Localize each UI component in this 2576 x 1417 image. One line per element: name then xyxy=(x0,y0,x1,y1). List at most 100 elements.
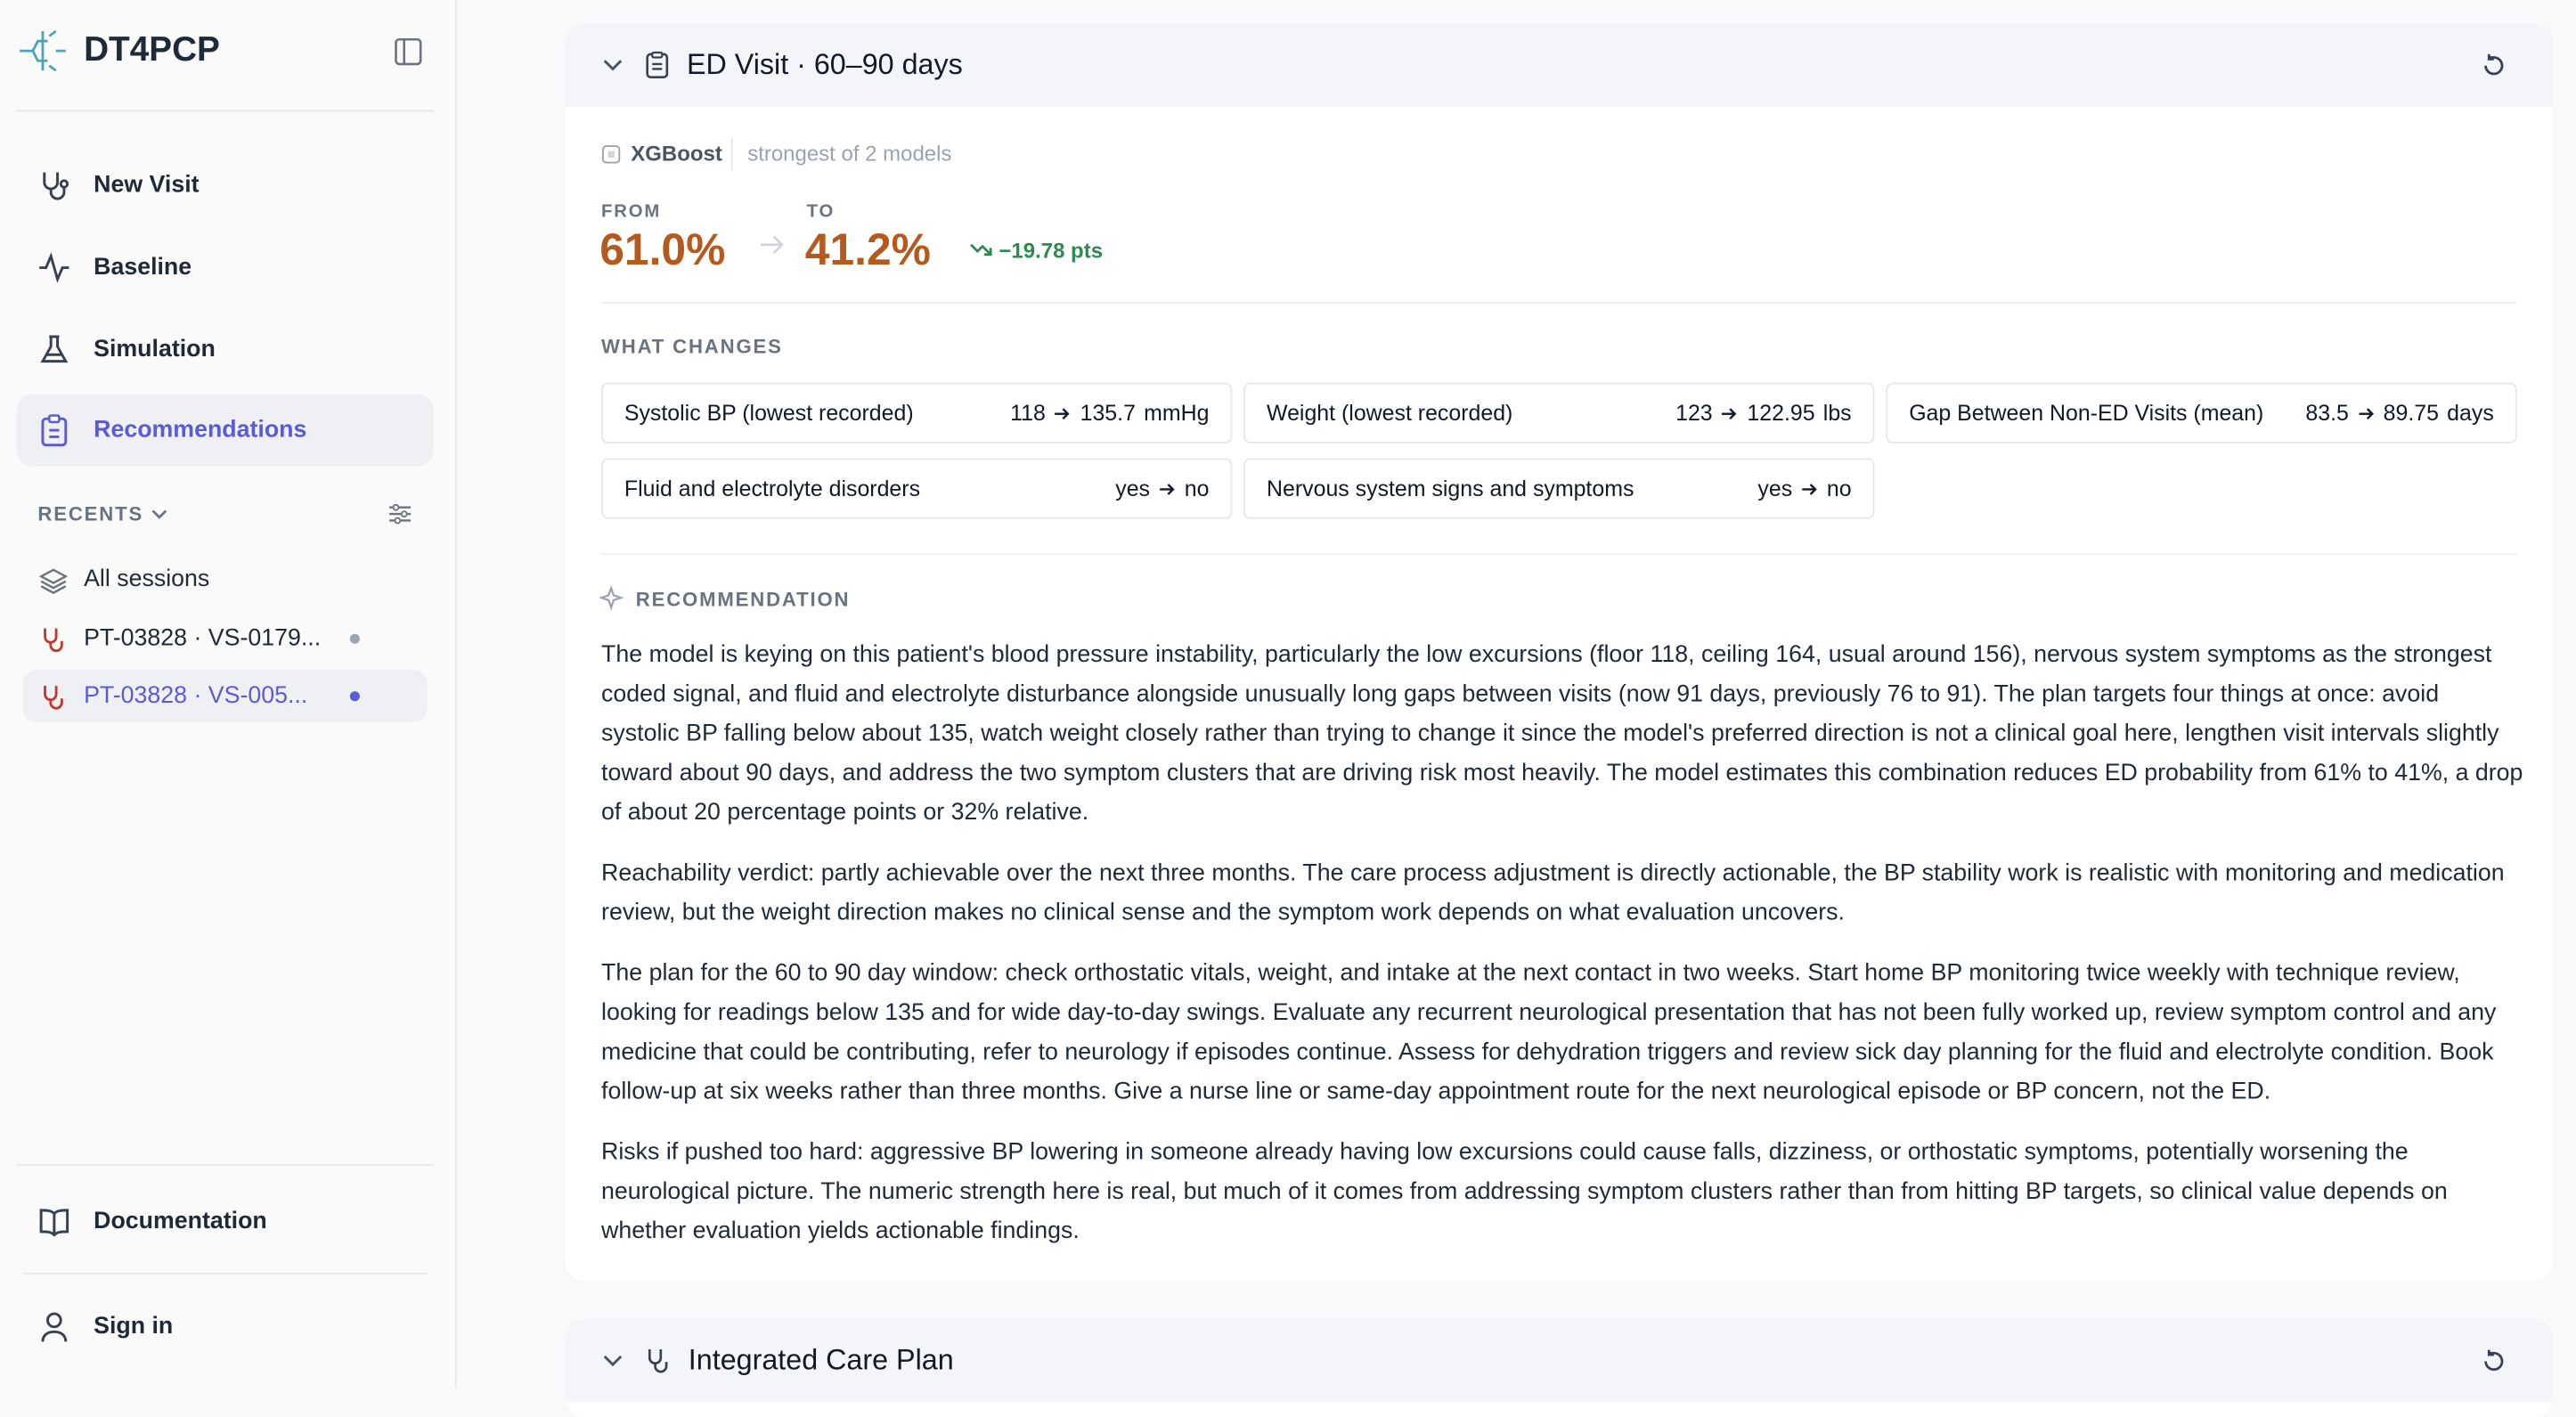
nav-item[interactable]: Baseline xyxy=(16,232,433,304)
divider xyxy=(16,110,434,112)
from-value: 61.0% xyxy=(599,224,726,274)
refresh-button[interactable] xyxy=(2481,52,2507,78)
to-value: 41.2% xyxy=(804,224,931,274)
session-item[interactable]: PT-03828 · VS-0179... xyxy=(23,613,428,665)
change-values: yes no xyxy=(1757,476,1851,501)
session-label: PT-03828 · VS-005... xyxy=(84,683,308,710)
change-to: 135.7 xyxy=(1080,400,1136,426)
model-note: strongest of 2 models xyxy=(747,141,952,167)
session-item[interactable]: All sessions xyxy=(23,553,428,606)
icon xyxy=(41,414,68,447)
footer-item[interactable]: Sign in xyxy=(16,1291,433,1363)
change-values: yes no xyxy=(1115,476,1209,501)
icon xyxy=(41,1312,68,1342)
change-from: 118 xyxy=(1010,400,1046,426)
card-title: Integrated Care Plan xyxy=(688,1343,954,1377)
change-to: no xyxy=(1826,476,1852,501)
footer-item[interactable]: Documentation xyxy=(16,1185,433,1258)
divider xyxy=(601,302,2517,305)
refresh-button[interactable] xyxy=(2481,1348,2507,1374)
change-values: 118 135.7 mmHg xyxy=(1010,401,1209,426)
divider xyxy=(16,1164,434,1167)
change-chip: Nervous system signs and symptoms yes no xyxy=(1243,458,1875,519)
paragraph: Risks if pushed too hard: aggressive BP … xyxy=(601,1139,2448,1245)
paragraph: Reachability verdict: partly achievable … xyxy=(601,860,2505,926)
arrow xyxy=(1160,483,1175,494)
arrow xyxy=(1722,407,1738,419)
icon xyxy=(39,252,69,283)
status-dot xyxy=(349,633,360,644)
arrow xyxy=(2358,407,2374,419)
footer-label: Sign in xyxy=(94,1314,174,1340)
sparkle-icon xyxy=(599,586,624,611)
chevron xyxy=(151,509,167,519)
recents-label[interactable]: RECENTS xyxy=(37,502,167,525)
from-label: FROM xyxy=(601,201,662,222)
recents-text: RECENTS xyxy=(37,502,144,526)
change-to: 122.95 xyxy=(1747,400,1815,426)
change-name: Gap Between Non-ED Visits (mean) xyxy=(1909,400,2264,426)
change-values: 83.5 89.75 days xyxy=(2305,401,2493,426)
icon xyxy=(646,51,669,78)
collapse-icon[interactable] xyxy=(601,57,624,73)
paragraph: The plan for the 60 to 90 day window: ch… xyxy=(601,960,2497,1105)
change-chip: Systolic BP (lowest recorded) 118 135.7 mmH… xyxy=(601,382,1233,444)
session-item[interactable]: PT-03828 · VS-005... xyxy=(22,670,428,723)
icon xyxy=(44,627,63,652)
change-unit: lbs xyxy=(1822,400,1852,426)
divider xyxy=(601,553,2517,556)
arrow xyxy=(760,235,784,254)
change-from: yes xyxy=(1757,476,1793,501)
change-name: Fluid and electrolyte disorders xyxy=(624,476,921,501)
icon xyxy=(40,335,69,363)
model-name: XGBoost xyxy=(631,141,722,167)
trend-icon xyxy=(970,243,992,257)
nav-label: Simulation xyxy=(94,336,216,363)
footer-label: Documentation xyxy=(94,1209,267,1235)
sidebar-toggle[interactable] xyxy=(395,37,422,66)
icon xyxy=(39,567,68,594)
change-from: 83.5 xyxy=(2305,400,2349,426)
session-label: PT-03828 · VS-0179... xyxy=(84,625,322,652)
icon xyxy=(648,1349,668,1373)
recommendation-label: RECOMMENDATION xyxy=(635,588,851,611)
sidebar: DT4PCP New Visit Baseline Simulation Rec… xyxy=(0,0,457,1388)
nav-label: Baseline xyxy=(94,254,192,281)
change-from: 123 xyxy=(1675,400,1713,426)
change-name: Weight (lowest recorded) xyxy=(1267,400,1513,426)
nav-item[interactable]: Simulation xyxy=(16,314,433,386)
change-name: Nervous system signs and symptoms xyxy=(1267,476,1634,501)
change-to: no xyxy=(1184,476,1210,501)
icon xyxy=(39,1209,69,1237)
model-icon xyxy=(601,145,621,164)
nav-label: Recommendations xyxy=(94,417,307,444)
icon xyxy=(44,685,63,709)
logo xyxy=(20,29,66,72)
result-card: ED Visit · 60–90 days XGBoost strongest … xyxy=(565,22,2554,1282)
change-chip: Gap Between Non-ED Visits (mean) 83.5 89.7… xyxy=(1886,382,2517,444)
status-dot xyxy=(349,691,360,702)
change-chip: Fluid and electrolyte disorders yes no xyxy=(601,458,1233,519)
change-unit: mmHg xyxy=(1144,400,1210,426)
change-name: Systolic BP (lowest recorded) xyxy=(624,400,914,426)
collapse-icon[interactable] xyxy=(601,1352,624,1368)
nav-item[interactable]: New Visit xyxy=(16,150,433,222)
session-label: All sessions xyxy=(84,566,210,593)
card-header[interactable]: Integrated Care Plan xyxy=(565,1318,2554,1403)
nav-item[interactable]: Recommendations xyxy=(16,394,434,467)
care-plan-card: Integrated Care Plan xyxy=(565,1318,2554,1417)
separator xyxy=(730,137,733,171)
arrow xyxy=(1055,407,1071,419)
card-header[interactable]: ED Visit · 60–90 days xyxy=(565,22,2554,107)
paragraph: The model is keying on this patient's bl… xyxy=(601,641,2523,827)
arrow xyxy=(1802,483,1817,494)
change-unit: days xyxy=(2447,400,2494,426)
to-label: TO xyxy=(806,201,836,222)
change-values: 123 122.95 lbs xyxy=(1675,401,1852,426)
filter-icon[interactable] xyxy=(387,502,412,525)
delta: −19.78 pts xyxy=(999,238,1104,264)
change-chip: Weight (lowest recorded) 123 122.95 lbs xyxy=(1243,382,1875,444)
